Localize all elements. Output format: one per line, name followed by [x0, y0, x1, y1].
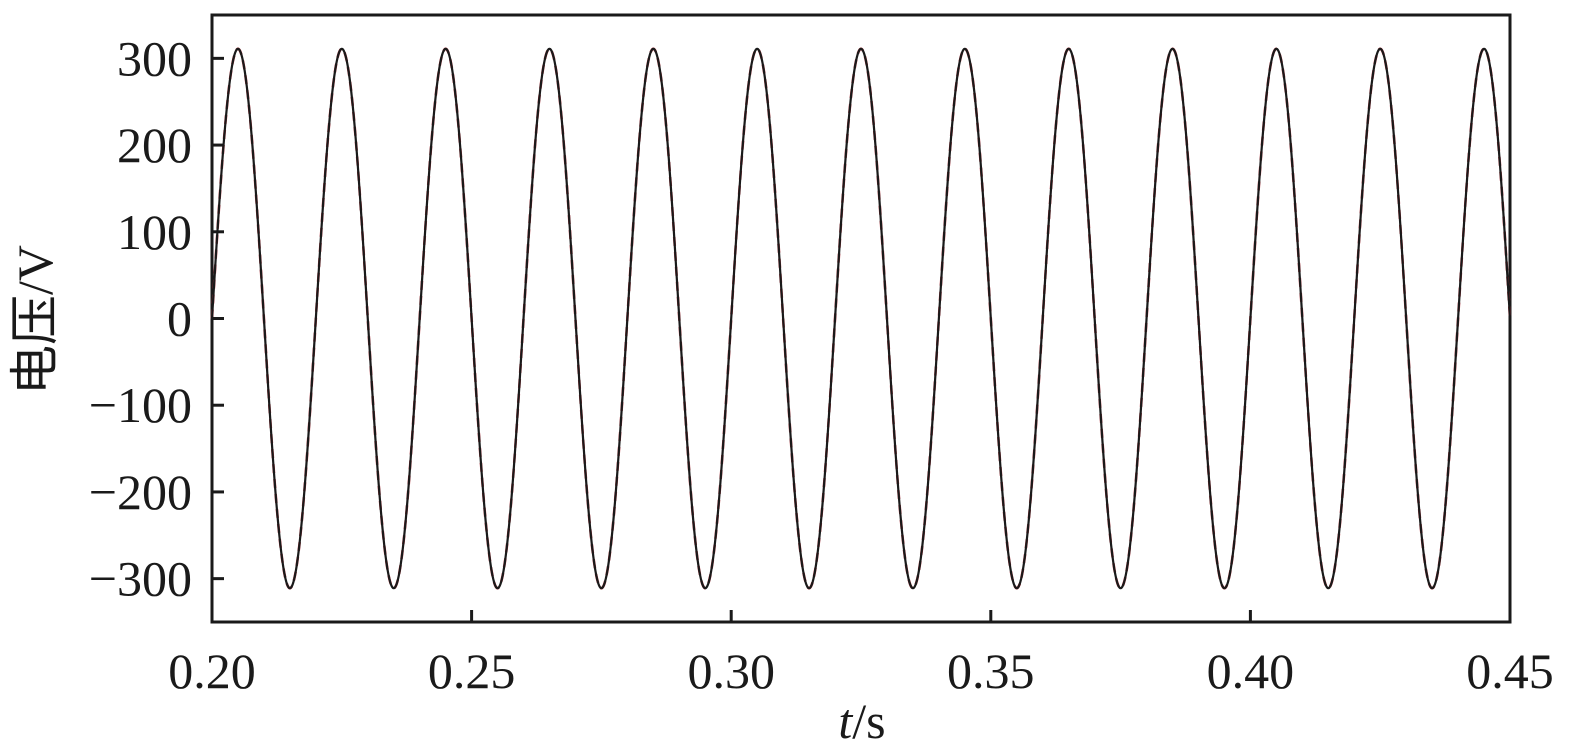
x-tick-label: 0.30 [687, 643, 775, 699]
x-axis: 0.20 0.25 0.30 0.35 0.40 0.45 [168, 610, 1554, 699]
y-axis: 300 200 100 0 −100 −200 −300 [89, 30, 224, 607]
y-tick-label: −100 [89, 377, 192, 433]
x-axis-title: t/s [838, 693, 885, 749]
plot-frame [210, 13, 1512, 624]
x-tick-label: 0.40 [1207, 643, 1295, 699]
y-tick-label: −200 [89, 464, 192, 520]
x-axis-title-var: t [838, 693, 853, 749]
plot-area [210, 13, 1512, 624]
y-tick-label: 0 [167, 291, 192, 347]
x-axis-title-unit: /s [852, 693, 885, 749]
y-tick-label: 100 [117, 204, 192, 260]
y-tick-label: −300 [89, 551, 192, 607]
series-layer [210, 47, 1512, 590]
x-tick-label: 0.25 [428, 643, 516, 699]
x-tick-label: 0.35 [947, 643, 1035, 699]
y-tick-label: 300 [117, 30, 192, 86]
y-axis-title: 电压/V [7, 245, 63, 395]
x-tick-label: 0.45 [1466, 643, 1554, 699]
x-tick-label: 0.20 [168, 643, 256, 699]
series-line-2 [210, 47, 1512, 590]
y-tick-label: 200 [117, 117, 192, 173]
